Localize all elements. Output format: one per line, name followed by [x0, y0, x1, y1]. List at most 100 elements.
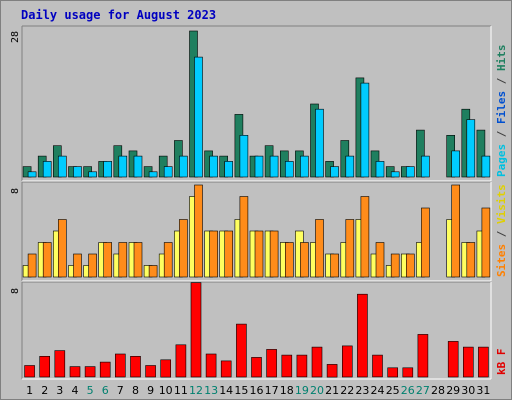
bar-files-day-18 [284, 161, 294, 178]
bar-files-day-1 [27, 171, 37, 178]
bar-files-day-4 [73, 166, 82, 178]
bar-files-day-6 [103, 161, 112, 178]
bar-kb-f-day-6 [99, 361, 111, 378]
bar-files-day-17 [269, 155, 279, 178]
bar-sites-day-2 [42, 242, 52, 278]
bar-sites-day-25 [390, 253, 400, 278]
legend-entry: Files [495, 91, 508, 124]
day-label-2: 2 [41, 384, 48, 397]
day-label-27: 27 [416, 384, 430, 397]
bar-sites-day-8 [133, 242, 143, 278]
legend-entry: Sites [495, 244, 508, 277]
bar-kb-f-day-26 [402, 367, 414, 378]
day-label-3: 3 [56, 384, 63, 397]
bar-kb-f-day-22 [341, 345, 353, 378]
day-label-22: 22 [340, 384, 354, 397]
day-label-25: 25 [386, 384, 400, 397]
panel-hits-files: 28 Pages / Files / Hits [10, 25, 508, 182]
chart-panels: 28 Pages / Files / Hits 8 Sites / Visits 8 kB… [10, 25, 508, 380]
bar-files-day-30 [466, 119, 476, 178]
bar-kb-f-day-10 [160, 359, 171, 378]
bar-kb-f-day-30 [462, 346, 474, 378]
bar-kb-f-day-27 [417, 334, 429, 378]
bar-kb-f-day-18 [281, 354, 293, 378]
bar-sites-day-17 [269, 230, 279, 278]
bar-files-day-25 [390, 171, 400, 178]
bar-sites-day-9 [148, 265, 158, 278]
bar-files-day-20 [315, 108, 324, 178]
bar-files-day-7 [118, 155, 128, 178]
bar-sites-day-22 [345, 219, 355, 278]
bar-files-day-8 [133, 155, 143, 178]
bar-files-day-26 [405, 166, 415, 178]
bar-files-day-11 [179, 155, 188, 178]
bar-kb-f-day-4 [69, 366, 81, 378]
day-label-8: 8 [132, 384, 139, 397]
bar-files-day-15 [239, 135, 249, 178]
bar-kb-f-day-2 [39, 355, 51, 378]
bar-sites-day-15 [239, 196, 249, 278]
bar-kb-f-day-14 [220, 360, 232, 378]
legend-entry: Pages [495, 144, 508, 177]
day-label-23: 23 [355, 384, 369, 397]
bar-kb-f-day-29 [447, 341, 459, 378]
legend-entry: / [495, 124, 508, 144]
bar-sites-day-4 [73, 253, 82, 278]
bar-kb-f-day-12 [190, 282, 202, 378]
day-label-21: 21 [325, 384, 339, 397]
day-label-4: 4 [72, 384, 79, 397]
bar-sites-day-26 [405, 253, 415, 278]
day-label-17: 17 [265, 384, 279, 397]
day-label-1: 1 [26, 384, 33, 397]
bar-sites-day-31 [481, 207, 491, 278]
day-label-14: 14 [219, 384, 233, 397]
bar-sites-day-18 [284, 242, 294, 278]
bar-kb-f-day-9 [145, 365, 156, 378]
x-axis-labels: 1 2 3 4 5 6 7 8 9 10 11 12 13 14 15 16 17 18 19 20 21 22 23 24 2… [26, 384, 490, 397]
bar-sites-day-5 [88, 253, 97, 278]
bar-sites-day-16 [254, 230, 264, 278]
bar-sites-day-12 [194, 184, 203, 278]
bar-files-day-21 [330, 166, 339, 178]
bar-sites-day-19 [300, 242, 309, 278]
bar-files-day-9 [148, 171, 158, 178]
legend-entry: / [495, 224, 508, 244]
bar-files-day-16 [254, 155, 264, 178]
day-label-30: 30 [461, 384, 475, 397]
bar-kb-f-day-16 [251, 357, 262, 378]
bar-kb-f-day-15 [236, 323, 247, 378]
day-label-20: 20 [310, 384, 324, 397]
day-label-13: 13 [204, 384, 218, 397]
bar-kb-f-day-24 [372, 354, 383, 378]
bar-hits-day-31 [476, 129, 486, 178]
bar-sites-day-13 [209, 230, 218, 278]
day-label-26: 26 [401, 384, 415, 397]
bar-sites-day-10 [163, 242, 173, 278]
day-label-29: 29 [446, 384, 460, 397]
bar-kb-f-day-3 [54, 350, 66, 378]
day-label-5: 5 [87, 384, 94, 397]
legend-entry: / [495, 71, 508, 91]
day-label-7: 7 [117, 384, 124, 397]
day-label-11: 11 [174, 384, 188, 397]
bar-hits-day-27 [416, 129, 425, 178]
day-label-12: 12 [189, 384, 203, 397]
chart-title: Daily usage for August 2023 [21, 8, 216, 22]
day-label-31: 31 [476, 384, 490, 397]
panel-background [22, 26, 491, 181]
bar-kb-f-day-25 [387, 367, 399, 378]
panel-kbytes: 8 kB F [10, 281, 508, 380]
bar-kb-f-day-31 [478, 346, 489, 378]
bar-sites-day-3 [57, 219, 67, 278]
panel-legend: Sites / Visits [495, 184, 508, 277]
bar-kb-f-day-19 [296, 354, 308, 378]
bar-files-day-29 [451, 150, 461, 178]
day-label-24: 24 [371, 384, 385, 397]
day-label-6: 6 [102, 384, 109, 397]
bar-kb-f-day-5 [84, 366, 96, 378]
panel-sites-visits: 8 Sites / Visits [10, 181, 508, 282]
bar-kb-f-day-21 [326, 364, 338, 378]
bar-kb-f-day-23 [357, 293, 368, 378]
bar-files-day-19 [300, 155, 309, 178]
